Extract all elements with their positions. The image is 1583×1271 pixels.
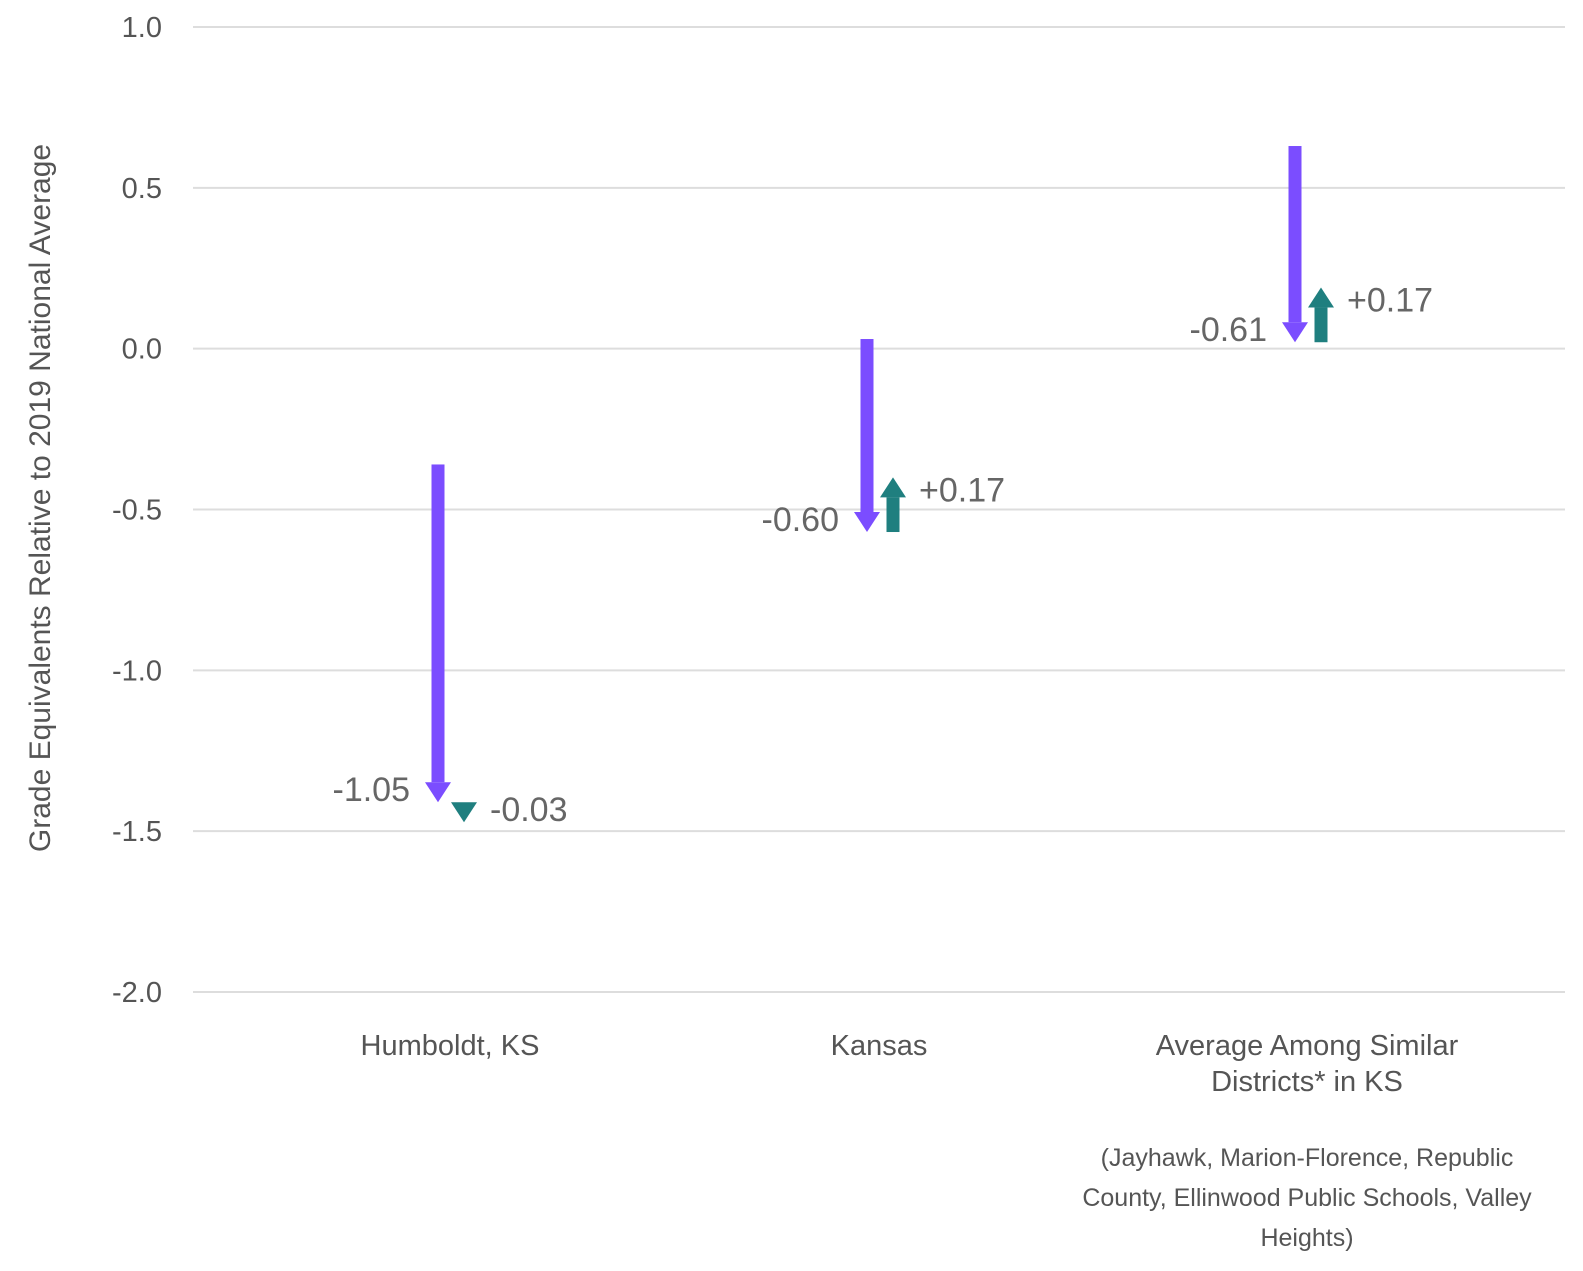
- decline-arrow-head: [854, 512, 880, 533]
- category-note: County, Ellinwood Public Schools, Valley: [1082, 1184, 1532, 1212]
- recovery-arrow-head: [451, 802, 477, 823]
- recovery-arrow: [880, 477, 906, 533]
- category-note: (Jayhawk, Marion-Florence, Republic: [1101, 1144, 1514, 1172]
- recovery-arrow: [1308, 287, 1334, 343]
- y-axis-label: Grade Equivalents Relative to 2019 Natio…: [24, 144, 57, 852]
- recovery-arrow-shaft: [886, 497, 900, 533]
- decline-arrow-shaft: [431, 464, 445, 783]
- category-note: Heights): [1260, 1224, 1353, 1252]
- decline-arrow: [425, 464, 451, 803]
- y-tick-label: -0.5: [112, 495, 162, 527]
- chart-marks: -1.05 -0.03 -0.60 +0.17 -0.61 +0.17: [333, 146, 1433, 829]
- decline-arrow-shaft: [1288, 146, 1302, 323]
- x-category-label: Districts* in KS: [1211, 1066, 1403, 1098]
- recovery-label: -0.03: [490, 791, 568, 829]
- y-tick-label: 1.0: [122, 12, 162, 44]
- y-tick-label: 0.5: [122, 173, 162, 205]
- recovery-arrow-head: [1308, 287, 1334, 308]
- decline-arrow: [854, 339, 880, 533]
- recovery-label: +0.17: [1347, 282, 1433, 320]
- y-tick-label: -1.0: [112, 655, 162, 687]
- y-tick-label: -2.0: [112, 977, 162, 1009]
- decline-label: -1.05: [333, 771, 411, 809]
- x-category-label: Humboldt, KS: [361, 1030, 540, 1062]
- decline-label: -0.60: [762, 501, 840, 539]
- decline-arrow-head: [1282, 322, 1308, 343]
- decline-arrow: [1282, 146, 1308, 343]
- decline-label: -0.61: [1190, 311, 1268, 349]
- y-tick-label: -1.5: [112, 816, 162, 848]
- x-category-label: Average Among Similar: [1156, 1030, 1459, 1062]
- recovery-arrow-head: [880, 477, 906, 498]
- gridlines: [193, 26, 1565, 993]
- recovery-arrow-shaft: [1314, 307, 1328, 343]
- x-axis-categories: Humboldt, KS Kansas Average Among Similar D…: [361, 1030, 1533, 1252]
- y-tick-label: 0.0: [122, 334, 162, 366]
- y-axis-ticks: 1.0 0.5 0.0 -0.5 -1.0 -1.5 -2.0: [112, 12, 162, 1009]
- recovery-label: +0.17: [919, 471, 1005, 509]
- decline-arrow-head: [425, 782, 451, 803]
- decline-arrow-shaft: [860, 339, 874, 513]
- x-category-label: Kansas: [831, 1030, 928, 1062]
- recovery-arrow: [451, 802, 477, 823]
